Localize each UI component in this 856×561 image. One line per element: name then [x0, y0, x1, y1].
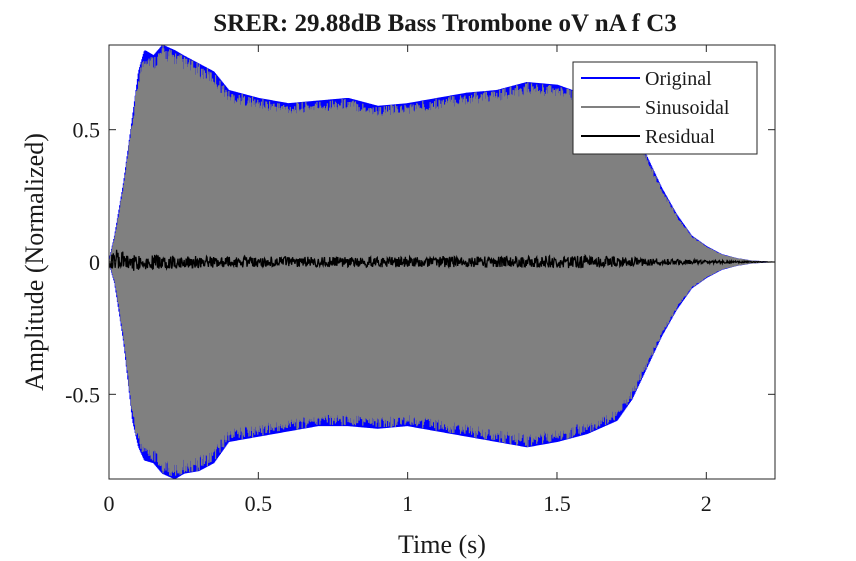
legend-label-residual: Residual	[645, 126, 715, 148]
legend-label-original: Original	[645, 68, 712, 90]
series-layer	[109, 45, 775, 479]
legend: Original Sinusoidal Residual	[572, 61, 758, 155]
y-tick-label: -0.5	[65, 382, 100, 407]
x-tick-label: 0	[104, 491, 115, 516]
x-tick-label: 1.5	[543, 491, 571, 516]
x-tick-label: 2	[701, 491, 712, 516]
x-tick-label: 0.5	[245, 491, 273, 516]
y-tick-label: 0	[89, 250, 100, 275]
x-tick-label: 1	[402, 491, 413, 516]
legend-label-sinusoidal: Sinusoidal	[645, 97, 730, 119]
y-tick-label: 0.5	[73, 118, 101, 143]
y-axis-label: Amplitude (Normalized)	[20, 133, 49, 391]
chart-title: SRER: 29.88dB Bass Trombone oV nA f C3	[213, 10, 677, 37]
series-residual	[109, 249, 775, 271]
x-axis-label: Time (s)	[398, 530, 486, 559]
ticks-layer: 0 0.5 1 1.5 2 0.5 0 -0.5	[65, 45, 775, 516]
